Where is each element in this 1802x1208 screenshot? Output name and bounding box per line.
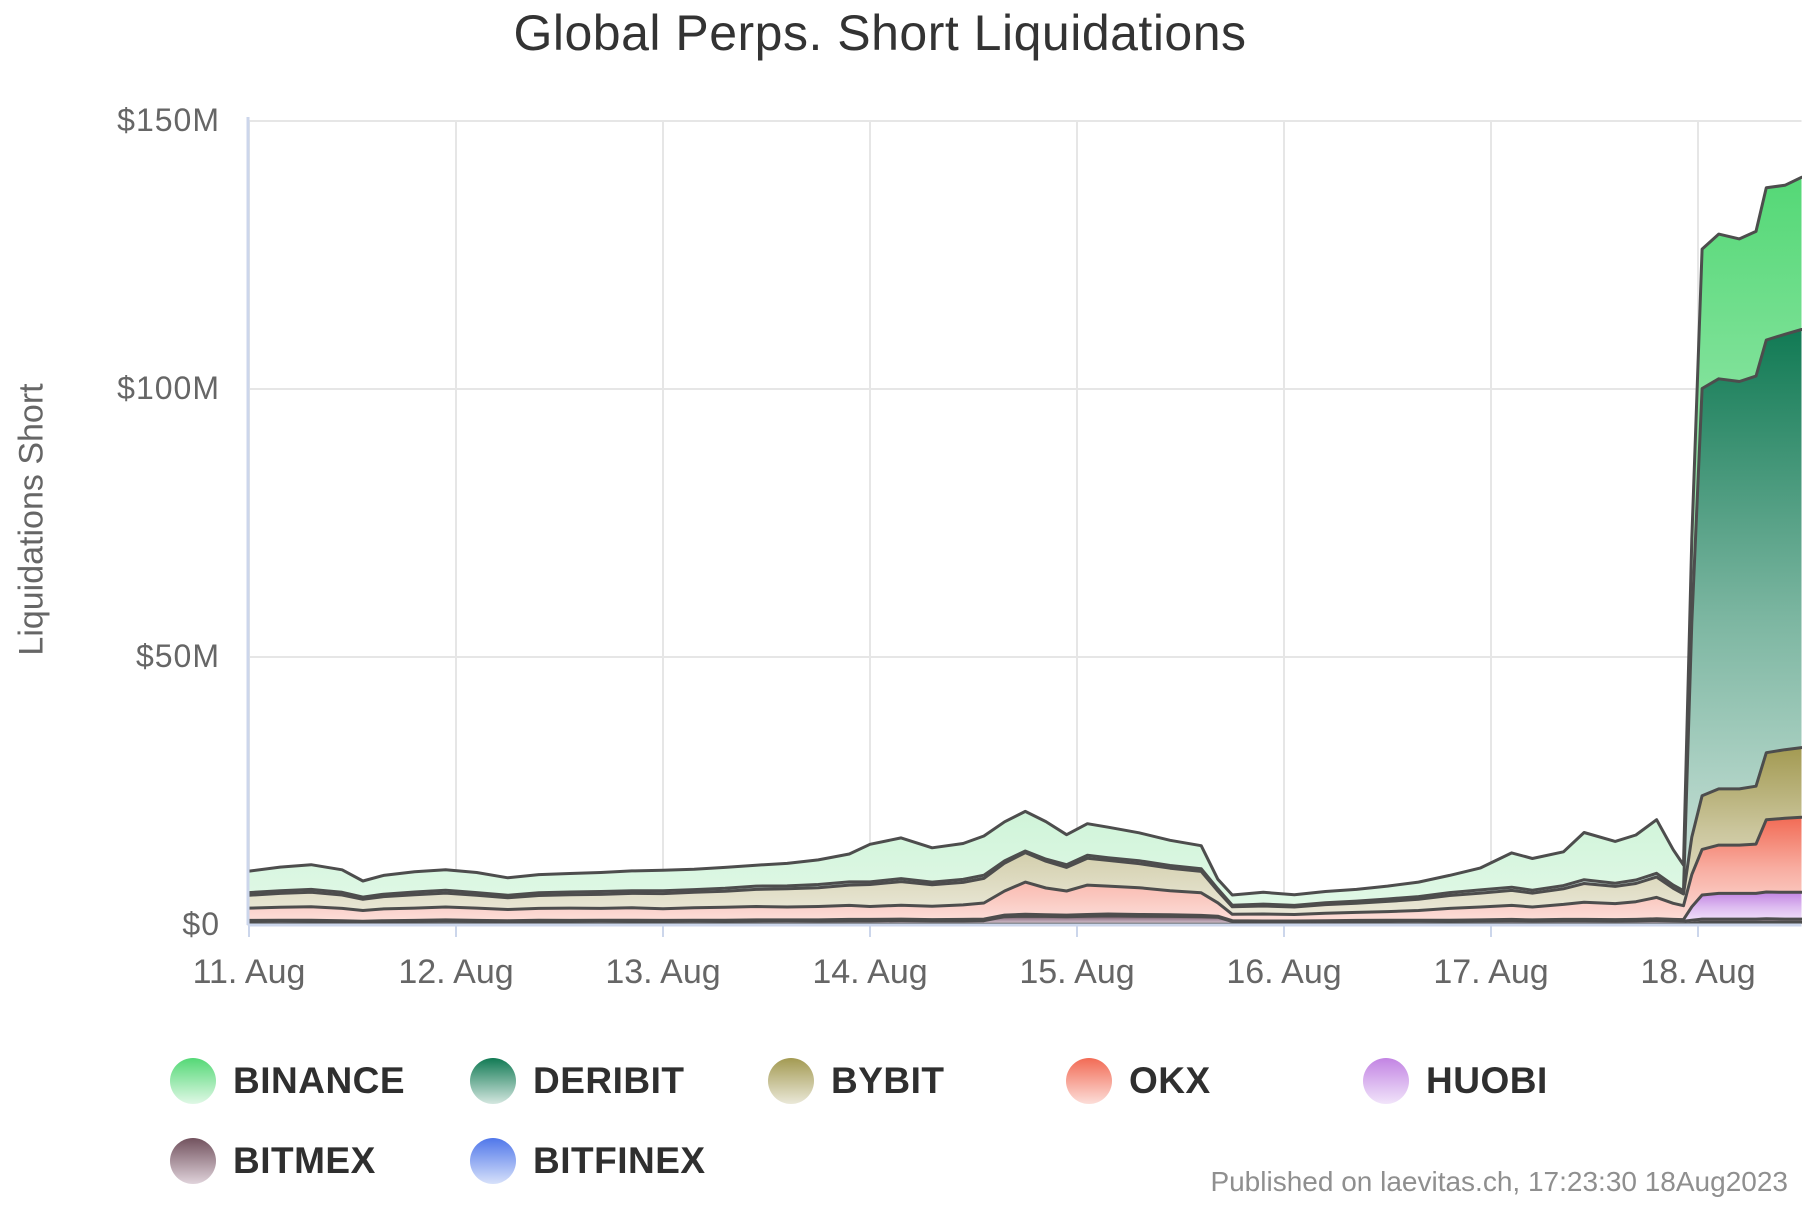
legend-label: HUOBI	[1426, 1060, 1548, 1101]
chart-title: Global Perps. Short Liquidations	[513, 5, 1247, 61]
y-axis-title: Liquidations Short	[12, 383, 51, 656]
area-okx	[249, 817, 1802, 922]
legend-item-bitmex[interactable]: BITMEX	[170, 1138, 376, 1184]
x-tick-label: 14. Aug	[812, 953, 928, 991]
bitfinex-swatch-icon	[470, 1138, 516, 1184]
y-tick-label: $100M	[117, 370, 220, 406]
huobi-swatch-icon	[1363, 1058, 1409, 1104]
legend-item-huobi[interactable]: HUOBI	[1363, 1058, 1548, 1104]
y-tick-label: $0	[182, 906, 220, 942]
legend-label: OKX	[1129, 1060, 1211, 1101]
deribit-swatch-icon	[470, 1058, 516, 1104]
legend-item-okx[interactable]: OKX	[1066, 1058, 1211, 1104]
legend-item-deribit[interactable]: DERIBIT	[470, 1058, 685, 1104]
gridlines	[248, 120, 1802, 925]
line-huobi	[247, 890, 1802, 923]
line-okx	[247, 815, 1802, 916]
area-binance	[249, 177, 1802, 906]
binance-swatch-icon	[170, 1058, 216, 1104]
line-deribit	[247, 328, 1802, 907]
legend-label: BITMEX	[233, 1140, 376, 1181]
bybit-swatch-icon	[768, 1058, 814, 1104]
bitmex-swatch-icon	[170, 1138, 216, 1184]
okx-swatch-icon	[1066, 1058, 1112, 1104]
legend-label: BYBIT	[831, 1060, 945, 1101]
x-tick-label: 12. Aug	[398, 953, 514, 991]
legend-item-bybit[interactable]: BYBIT	[768, 1058, 945, 1104]
line-bybit	[247, 746, 1802, 909]
x-tick-label: 16. Aug	[1226, 953, 1342, 991]
x-tick-label: 18. Aug	[1640, 953, 1756, 991]
y-tick-label: $150M	[117, 102, 220, 138]
legend-item-bitfinex[interactable]: BITFINEX	[470, 1138, 706, 1184]
legend-label: BINANCE	[233, 1060, 406, 1101]
x-tick-label: 13. Aug	[605, 953, 721, 991]
footer-credit: Published on laevitas.ch, 17:23:30 18Aug…	[1210, 1166, 1788, 1197]
legend-label: BITFINEX	[533, 1140, 706, 1181]
axis-lines	[246, 117, 1802, 937]
legend-item-binance[interactable]: BINANCE	[170, 1058, 405, 1104]
x-tick-label: 15. Aug	[1019, 953, 1135, 991]
y-tick-label: $50M	[135, 638, 220, 674]
line-binance	[247, 175, 1802, 897]
x-tick-label: 17. Aug	[1433, 953, 1549, 991]
x-tick-label: 11. Aug	[192, 953, 306, 991]
legend-label: DERIBIT	[533, 1060, 685, 1101]
